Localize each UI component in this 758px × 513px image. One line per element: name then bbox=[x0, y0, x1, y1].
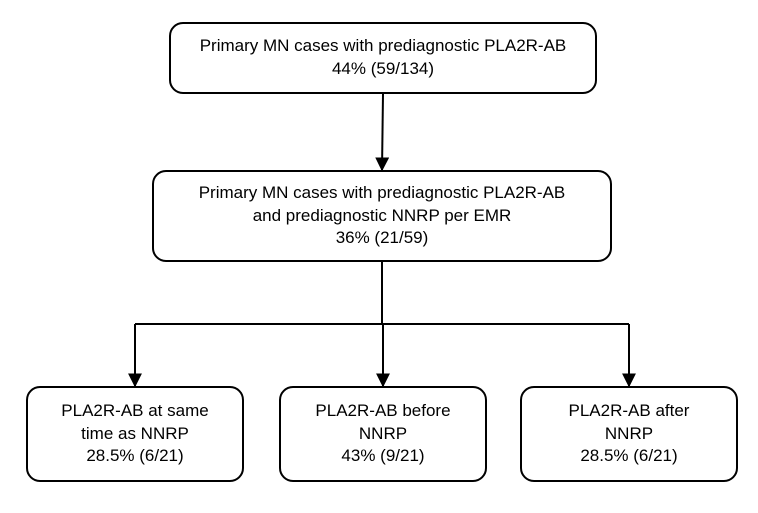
node-leaf-mid-line3: 43% (9/21) bbox=[341, 445, 424, 468]
node-leaf-mid-line1: PLA2R-AB before bbox=[315, 400, 450, 423]
node-mid-line3: 36% (21/59) bbox=[336, 227, 429, 250]
node-leaf-right-line3: 28.5% (6/21) bbox=[580, 445, 677, 468]
node-mid-line2: and prediagnostic NNRP per EMR bbox=[253, 205, 512, 228]
node-leaf-right: PLA2R-AB after NNRP 28.5% (6/21) bbox=[520, 386, 738, 482]
flowchart-canvas: Primary MN cases with prediagnostic PLA2… bbox=[0, 0, 758, 513]
node-leaf-right-line1: PLA2R-AB after bbox=[569, 400, 690, 423]
node-leaf-left-line2: time as NNRP bbox=[81, 423, 189, 446]
node-leaf-mid-line2: NNRP bbox=[359, 423, 407, 446]
node-leaf-mid: PLA2R-AB before NNRP 43% (9/21) bbox=[279, 386, 487, 482]
node-leaf-left: PLA2R-AB at same time as NNRP 28.5% (6/2… bbox=[26, 386, 244, 482]
node-root-line2: 44% (59/134) bbox=[332, 58, 434, 81]
node-mid: Primary MN cases with prediagnostic PLA2… bbox=[152, 170, 612, 262]
node-mid-line1: Primary MN cases with prediagnostic PLA2… bbox=[199, 182, 566, 205]
node-root-line1: Primary MN cases with prediagnostic PLA2… bbox=[200, 35, 567, 58]
node-leaf-left-line1: PLA2R-AB at same bbox=[61, 400, 208, 423]
node-leaf-left-line3: 28.5% (6/21) bbox=[86, 445, 183, 468]
node-root: Primary MN cases with prediagnostic PLA2… bbox=[169, 22, 597, 94]
node-leaf-right-line2: NNRP bbox=[605, 423, 653, 446]
